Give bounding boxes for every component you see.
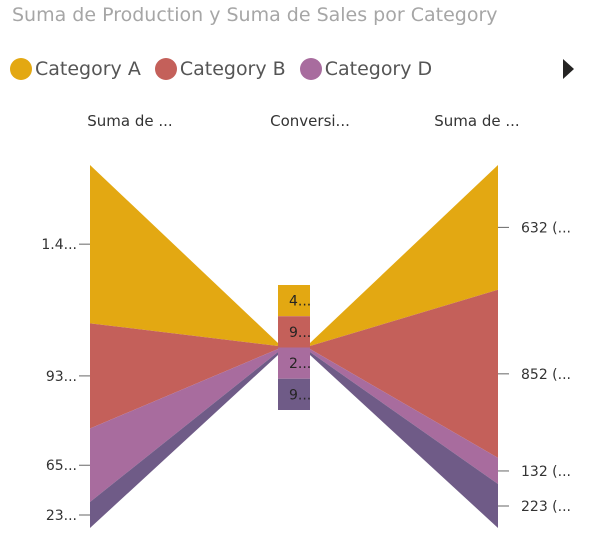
left-band-category-e[interactable]: [90, 352, 278, 528]
conversion-label-category-e: 9...: [289, 387, 311, 403]
conversion-label-category-a: 4...: [289, 294, 311, 310]
left-tick-label-category-d: 65...: [46, 458, 77, 474]
left-column-header: Suma de ...: [87, 112, 172, 130]
conversion-bar-category-b[interactable]: [278, 316, 310, 348]
right-tick-label-category-e: 223 (...: [521, 499, 571, 515]
legend-label: Category B: [179, 58, 286, 80]
chart-marks: 4... 1.4... 632 (... 9... 93... 852 (... 2... 6…: [41, 165, 571, 528]
chart-title: Suma de Production y Suma de Sales por C…: [12, 4, 498, 26]
right-column-header: Suma de ...: [434, 112, 519, 130]
conversion-bar-category-d[interactable]: [278, 347, 310, 379]
legend-item-category-a[interactable]: Category A: [10, 58, 141, 80]
conversion-bar-category-e[interactable]: [278, 378, 310, 410]
right-tick-label-category-a: 632 (...: [521, 220, 571, 236]
legend-dot-category-a: [10, 58, 32, 80]
left-band-category-a[interactable]: [90, 165, 278, 346]
left-band-category-d[interactable]: [90, 349, 278, 502]
left-band-category-b[interactable]: [90, 323, 278, 429]
legend-dot-category-b: [154, 58, 177, 80]
conversion-label-category-d: 2...: [289, 356, 311, 372]
conversion-bar-category-a[interactable]: [278, 285, 310, 317]
conversion-label-category-b: 9...: [289, 325, 311, 341]
legend-dot-category-d: [299, 58, 322, 80]
right-tick-label-category-d: 132 (...: [521, 464, 571, 480]
left-tick-label-category-e: 23...: [46, 508, 77, 524]
right-band-category-b[interactable]: [310, 289, 498, 458]
legend-label: Category A: [35, 58, 141, 80]
right-tick-label-category-b: 852 (...: [521, 367, 571, 383]
legend-next-arrow-icon[interactable]: [563, 59, 574, 79]
right-band-category-e[interactable]: [310, 352, 498, 528]
left-tick-label-category-a: 1.4...: [41, 237, 77, 253]
conversion-column-header: Conversi...: [270, 112, 350, 130]
legend-label: Category D: [324, 58, 433, 80]
right-band-category-d[interactable]: [310, 349, 498, 484]
legend-item-category-b[interactable]: Category B: [154, 58, 286, 80]
legend: Category A Category B Category D: [10, 56, 446, 82]
right-band-category-a[interactable]: [310, 165, 498, 346]
legend-item-category-d[interactable]: Category D: [299, 58, 433, 80]
left-tick-label-category-b: 93...: [46, 369, 77, 385]
